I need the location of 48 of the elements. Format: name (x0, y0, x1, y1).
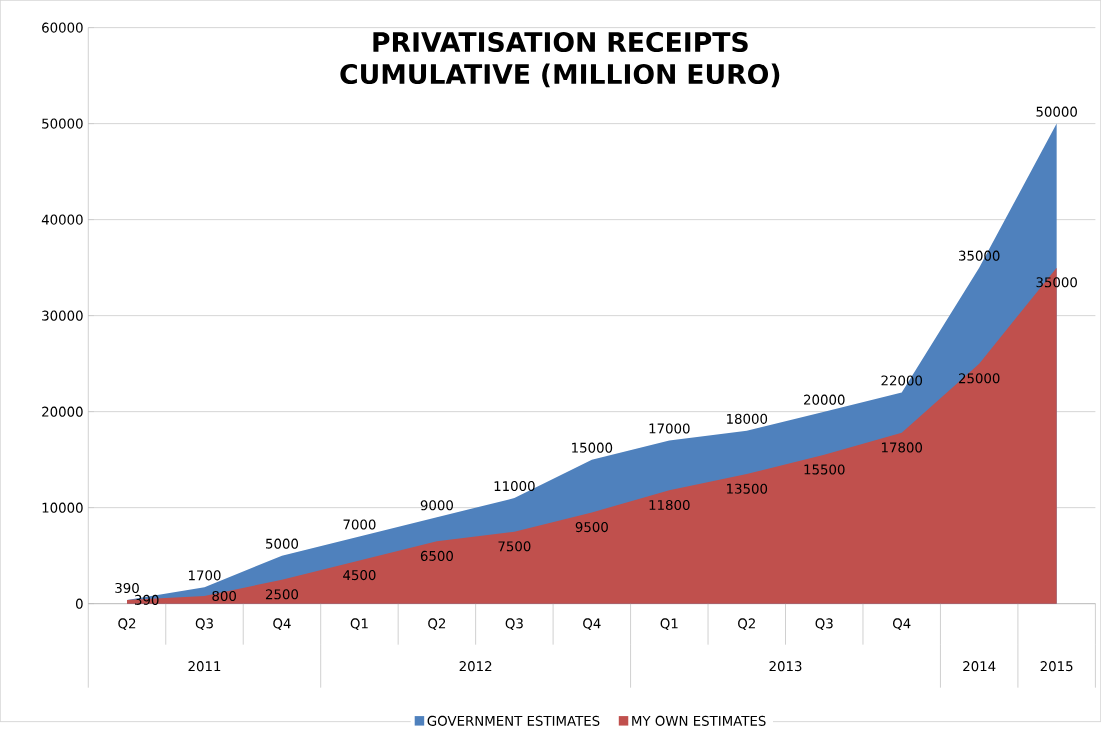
x-tick-label: Q4 (583, 618, 601, 630)
text: PRIVATISATION RECEIPTS CUMULATIVE (MILLION EURO) (340, 31, 780, 88)
x-tick-label: Q1 (350, 618, 368, 630)
x-tick-label: Q2 (738, 618, 755, 630)
data-label: 18000 (727, 413, 768, 424)
y-tick-label: 40000 (41, 214, 83, 225)
data-label: 6500 (420, 550, 453, 561)
data-label: 15000 (572, 442, 613, 453)
x-tick-label: Q2 (428, 618, 446, 630)
x-tick-label: Q3 (815, 618, 833, 630)
data-label: 11800 (649, 499, 690, 511)
text: 2012 (459, 661, 492, 672)
data-label: 15500 (804, 464, 845, 475)
text: 2014 (963, 661, 996, 672)
data-label: 17000 (649, 423, 690, 434)
data-label: 11000 (494, 480, 535, 492)
data-label: 13500 (727, 483, 768, 494)
x-tick-label: Q3 (505, 618, 523, 630)
data-label: 390 (115, 582, 139, 593)
x-tick-label: Q4 (273, 618, 291, 630)
data-label: 9500 (575, 522, 608, 533)
y-tick-label: 60000 (42, 22, 83, 33)
y-tick-label: 0 (75, 598, 83, 609)
data-label: 5000 (266, 538, 299, 549)
data-label: 7000 (343, 519, 376, 530)
data-label: 4500 (343, 570, 376, 581)
text: 2013 (769, 661, 802, 672)
data-label: 17800 (881, 442, 923, 453)
data-label: 35000 (1036, 277, 1077, 288)
text: 2011 (188, 661, 221, 672)
y-tick-label: 20000 (42, 406, 83, 417)
data-label: 20000 (804, 394, 845, 405)
y-tick-label: 10000 (42, 502, 83, 513)
data-label: 1700 (188, 570, 221, 581)
y-tick-label: 50000 (42, 118, 83, 129)
text: 2015 (1040, 661, 1073, 672)
x-tick-label: Q1 (660, 618, 678, 630)
y-tick-label: 30000 (42, 310, 83, 321)
x-tick-label: Q2 (118, 618, 136, 630)
data-label: 800 (212, 590, 236, 601)
data-label: 2500 (265, 589, 299, 600)
legend-label: MY OWN ESTIMATES (632, 715, 766, 726)
data-label: 50000 (1036, 106, 1077, 117)
x-tick-label: Q3 (195, 618, 213, 630)
legend-label: GOVERNMENT ESTIMATES (427, 715, 600, 726)
x-tick-label: Q4 (892, 618, 911, 630)
data-label: 9000 (420, 500, 453, 511)
data-label: 7500 (498, 541, 531, 552)
